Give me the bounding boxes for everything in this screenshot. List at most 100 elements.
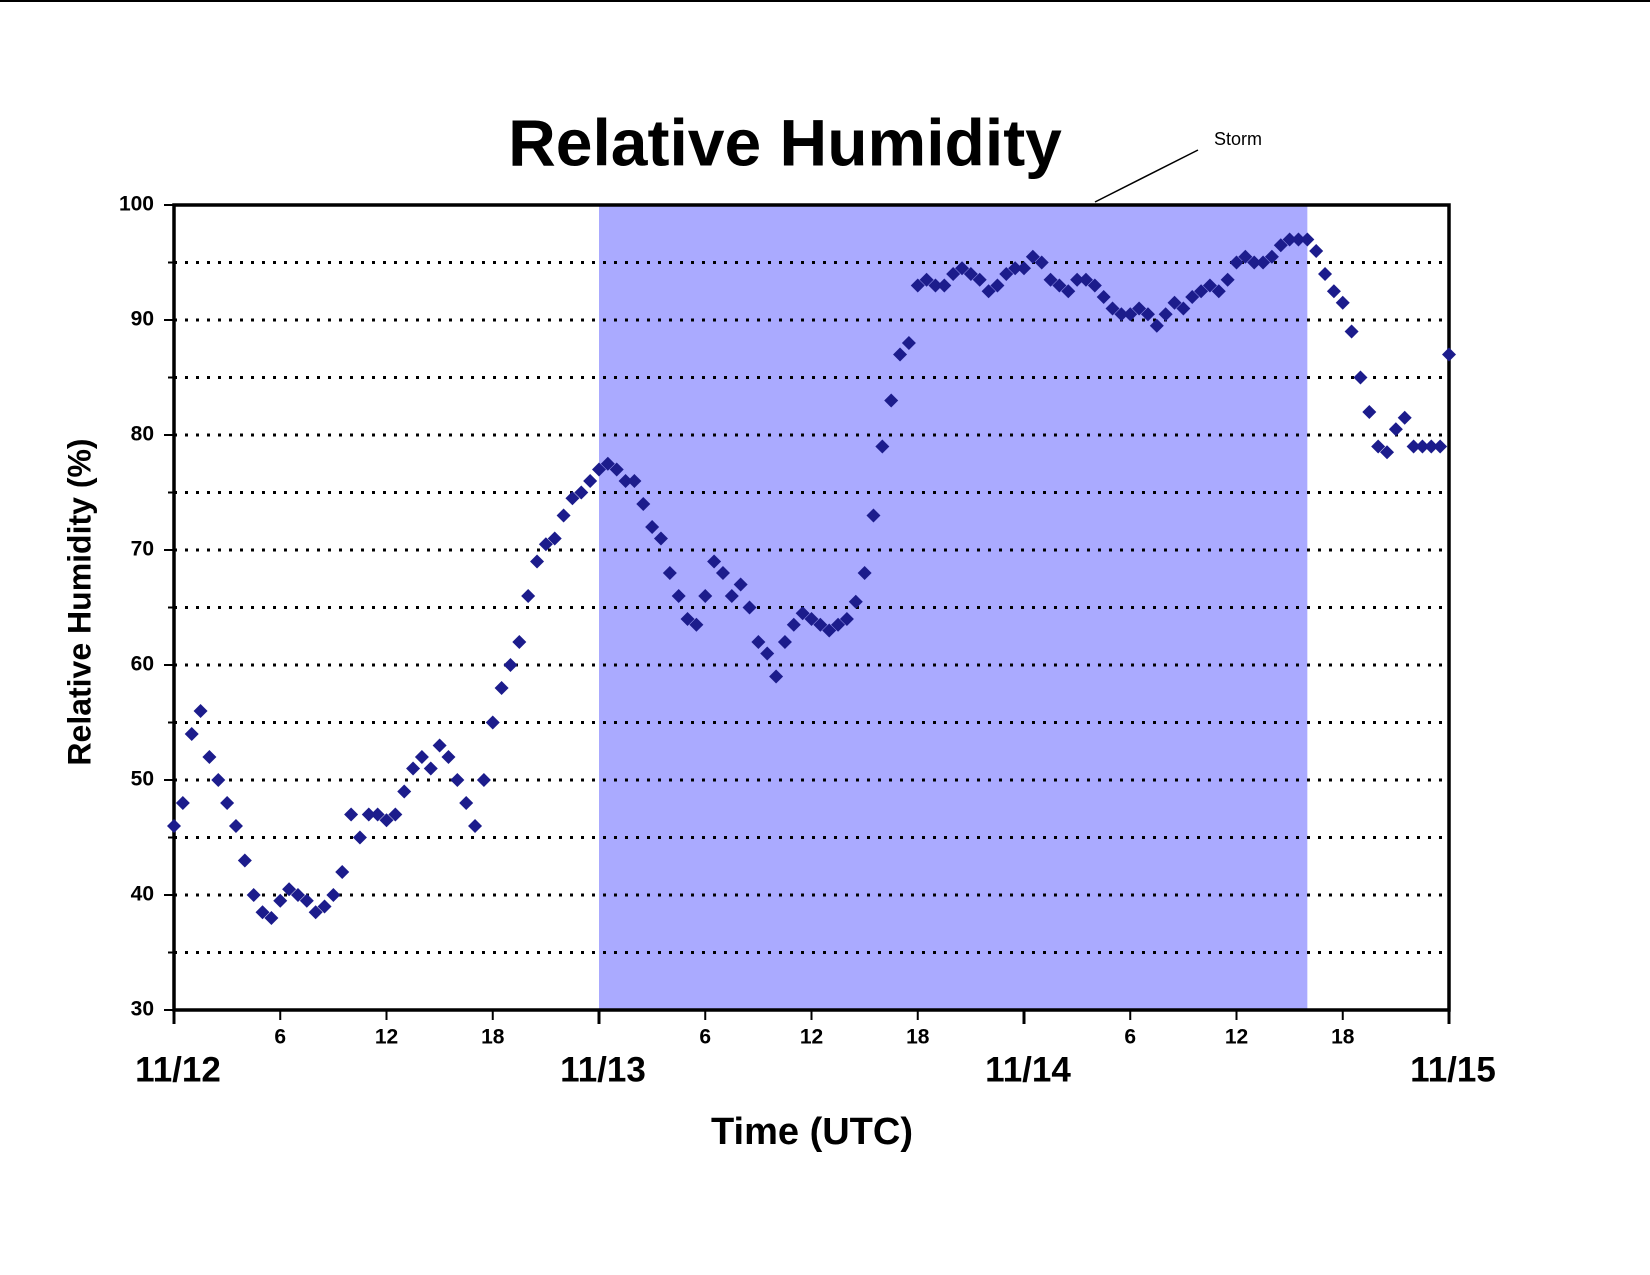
data-point xyxy=(503,658,518,672)
data-point xyxy=(344,807,359,822)
data-point xyxy=(1211,284,1226,299)
data-point xyxy=(255,905,270,920)
data-point xyxy=(530,554,545,569)
data-point xyxy=(290,888,305,902)
data-point xyxy=(441,750,456,764)
data-point xyxy=(273,893,288,908)
data-point xyxy=(468,819,483,833)
data-point xyxy=(1406,439,1421,454)
data-point xyxy=(981,284,996,299)
data-point xyxy=(724,589,739,603)
plot-frame xyxy=(172,203,1451,1012)
storm-annotation: Storm xyxy=(1214,129,1262,149)
data-point xyxy=(1397,410,1412,425)
data-point xyxy=(742,600,757,615)
data-point xyxy=(1247,255,1262,270)
data-point xyxy=(476,773,491,787)
data-point xyxy=(1158,307,1173,322)
data-point xyxy=(901,336,916,350)
annotation-leader xyxy=(1094,149,1199,203)
data-point xyxy=(760,646,775,661)
y-tick-label: 100 xyxy=(119,193,154,216)
data-point xyxy=(848,594,863,609)
data-point xyxy=(220,796,235,810)
data-point xyxy=(1300,232,1315,247)
data-point xyxy=(910,278,925,293)
data-point xyxy=(246,888,261,902)
data-point xyxy=(308,905,323,920)
data-point xyxy=(1087,278,1102,293)
data-point xyxy=(636,497,651,511)
y-tick-label: 70 xyxy=(131,538,154,561)
x-tick-label: 12 xyxy=(800,1026,823,1049)
data-point xyxy=(946,267,961,281)
data-point xyxy=(1424,439,1439,454)
data-point xyxy=(1132,301,1147,316)
data-point xyxy=(1105,301,1120,316)
data-point xyxy=(1052,278,1067,293)
data-point xyxy=(822,623,837,638)
data-point xyxy=(1335,295,1350,310)
data-point xyxy=(1353,370,1368,385)
data-point xyxy=(1291,232,1306,247)
data-point xyxy=(450,773,465,787)
x-tick-label: 6 xyxy=(1124,1026,1136,1049)
data-point xyxy=(547,531,562,546)
data-point xyxy=(485,715,500,730)
data-point xyxy=(1220,272,1235,287)
data-point xyxy=(955,261,970,276)
data-point xyxy=(1025,249,1040,264)
data-point xyxy=(698,589,713,603)
data-point xyxy=(1362,405,1377,419)
data-point xyxy=(237,853,252,868)
data-point xyxy=(893,347,908,362)
data-point xyxy=(397,784,412,799)
data-point xyxy=(1176,301,1191,316)
data-point xyxy=(406,761,421,776)
y-tick-label: 40 xyxy=(131,883,154,906)
data-point xyxy=(494,681,509,695)
data-point xyxy=(972,272,987,287)
y-tick-label: 30 xyxy=(131,998,154,1021)
data-point xyxy=(831,617,846,632)
data-point xyxy=(609,462,624,477)
date-label: 11/15 xyxy=(1410,1050,1496,1089)
data-point xyxy=(963,267,978,281)
data-point xyxy=(167,819,181,833)
data-point xyxy=(1282,232,1297,247)
data-point xyxy=(1344,324,1359,339)
data-point xyxy=(1034,255,1049,270)
data-point xyxy=(795,606,810,621)
data-point xyxy=(326,888,341,902)
data-point xyxy=(813,617,828,632)
data-point xyxy=(317,899,332,914)
data-point xyxy=(1140,307,1155,322)
y-axis-label: Relative Humidity (%) xyxy=(61,438,97,765)
x-tick-label: 12 xyxy=(1225,1026,1248,1049)
y-tick-label: 50 xyxy=(131,768,154,791)
data-point xyxy=(379,813,394,828)
data-point xyxy=(689,617,704,632)
data-point xyxy=(671,589,686,603)
data-point xyxy=(521,589,536,603)
data-point xyxy=(1096,290,1111,304)
data-point xyxy=(1380,445,1395,460)
data-point xyxy=(1185,290,1200,304)
plot-area: 30 40 50 60 70 80 90 100 6 12 18 6 12 18 6 12 18 11/12 11/… xyxy=(119,193,1496,1090)
chart-title: Relative Humidity xyxy=(508,105,1062,179)
date-label: 11/12 xyxy=(135,1050,221,1089)
x-tick-label: 18 xyxy=(906,1026,930,1049)
data-point xyxy=(512,635,527,649)
data-point xyxy=(1043,272,1058,287)
data-point xyxy=(839,612,854,626)
date-label: 11/14 xyxy=(985,1050,1071,1089)
data-point xyxy=(866,508,881,523)
x-tick-label: 18 xyxy=(1331,1026,1355,1049)
data-point xyxy=(361,807,376,822)
data-point xyxy=(733,577,748,592)
data-point xyxy=(1229,255,1244,270)
x-tick-label: 12 xyxy=(375,1026,398,1049)
data-point xyxy=(432,738,447,753)
data-point xyxy=(715,566,730,580)
data-point xyxy=(211,773,226,787)
